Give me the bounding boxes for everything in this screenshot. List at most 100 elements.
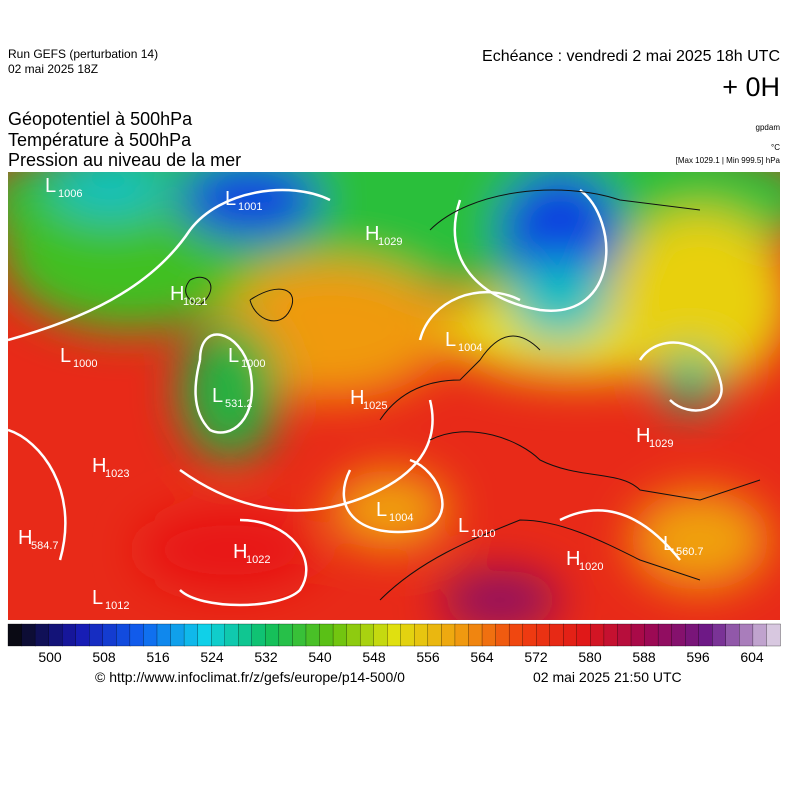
center-value: 584.7 (31, 540, 59, 552)
colorbar-label: 508 (92, 649, 116, 665)
colorbar-label: 572 (524, 649, 548, 665)
center-value: 1020 (579, 561, 603, 573)
colorbar-cell (387, 623, 402, 647)
center-value: 1012 (105, 600, 129, 612)
center-value: 1006 (58, 188, 82, 200)
unit: °C (771, 143, 780, 152)
colorbar-cell (359, 623, 375, 647)
colorbar-cell (536, 623, 551, 647)
colorbar-cell (292, 623, 307, 647)
echeance: Echéance : vendredi 2 mai 2025 18h UTC (482, 48, 780, 65)
colorbar-cell (7, 623, 23, 647)
center-letter: L (376, 499, 387, 521)
colorbar-label: 596 (686, 649, 710, 665)
center-letter: L (228, 345, 239, 367)
colorbar-cell (644, 623, 659, 647)
colorbar-cell (752, 623, 768, 647)
colorbar-cell (508, 623, 524, 647)
title-2: Température à 500hPa (8, 130, 192, 150)
center-value: 560.7 (676, 546, 704, 558)
title-1: Géopotentiel à 500hPa (8, 109, 193, 129)
colorbar-cell (197, 623, 212, 647)
colorbar-label: 540 (308, 649, 332, 665)
colorbar-cell (522, 623, 537, 647)
colorbar-cell (265, 623, 280, 647)
coastlines (185, 189, 761, 601)
colorbar-cell (319, 623, 334, 647)
center-value: 1023 (105, 468, 129, 480)
unit: [Max 1029.1 | Min 999.5] hPa (676, 156, 781, 165)
center-letter: H (170, 283, 184, 305)
colorbar-cell (102, 623, 118, 647)
colorbar-cell (576, 623, 592, 647)
center-letter: L (45, 175, 56, 197)
center-letter: L (458, 515, 469, 537)
colorbar-label: 564 (470, 649, 494, 665)
colorbar-cell (698, 623, 713, 647)
center-value: 1004 (389, 512, 413, 524)
center-letter: L (92, 587, 103, 609)
footer-url: © http://www.infoclimat.fr/z/gefs/europe… (95, 669, 405, 685)
center-value: 1004 (458, 342, 482, 354)
center-letter: L (225, 188, 236, 210)
colorbar-cell (671, 623, 686, 647)
center-letter: H (92, 455, 106, 477)
offset: + 0H (722, 72, 780, 102)
colorbar-cell (590, 623, 605, 647)
colorbar-cell (156, 623, 172, 647)
center-letter: H (350, 387, 364, 409)
colorbar-label: 500 (38, 649, 62, 665)
colorbar-cell (346, 623, 361, 647)
center-letter: H (566, 548, 580, 570)
colorbar-label: 588 (632, 649, 656, 665)
colorbar-cell (75, 623, 90, 647)
run: Run GEFS (perturbation 14) (8, 47, 158, 61)
colorbar-cell (725, 623, 741, 647)
colorbar-cell (766, 623, 781, 647)
center-letter: L (60, 345, 71, 367)
footer-time: 02 mai 2025 21:50 UTC (533, 669, 682, 685)
colorbar-label: 604 (740, 649, 764, 665)
colorbar-cell (211, 623, 226, 647)
colorbar-label: 524 (200, 649, 224, 665)
colorbar-cell (89, 623, 104, 647)
center-value: 1010 (471, 528, 495, 540)
center-value: 1029 (649, 438, 673, 450)
colorbar-cell (278, 623, 294, 647)
colorbar-cell (739, 623, 754, 647)
colorbar-cell (238, 623, 253, 647)
colorbar-label: 580 (578, 649, 602, 665)
colorbar-label: 532 (254, 649, 278, 665)
title-3: Pression au niveau de la mer (8, 150, 241, 170)
center-letter: H (365, 223, 379, 245)
colorbar-cell (251, 623, 266, 647)
center-letter: H (636, 425, 650, 447)
unit: gpdam (756, 123, 781, 132)
center-value: 1001 (238, 201, 262, 213)
center-letter: H (18, 527, 32, 549)
center-letter: L (212, 385, 223, 407)
colorbar-cell (373, 623, 388, 647)
colorbar-cell (657, 623, 673, 647)
colorbar-label: 548 (362, 649, 386, 665)
colorbar-cell (170, 623, 185, 647)
colorbar: 500 508 516 524 532 540 548 556 564 572 580 588 596 6… (7, 623, 781, 665)
colorbar-cell (224, 623, 239, 647)
center-value: 1021 (183, 296, 207, 308)
colorbar-cell (481, 623, 497, 647)
colorbar-cell (441, 623, 456, 647)
isobars (8, 188, 723, 607)
colorbar-label: 556 (416, 649, 440, 665)
colorbar-cell (21, 623, 36, 647)
colorbar-cell (332, 623, 348, 647)
center-value: 531.2 (225, 398, 253, 410)
run-date: 02 mai 2025 18Z (8, 62, 98, 76)
colorbar-cell (183, 623, 199, 647)
center-value: 1000 (73, 358, 97, 370)
center-letter: L (663, 533, 674, 555)
colorbar-cell (685, 623, 700, 647)
